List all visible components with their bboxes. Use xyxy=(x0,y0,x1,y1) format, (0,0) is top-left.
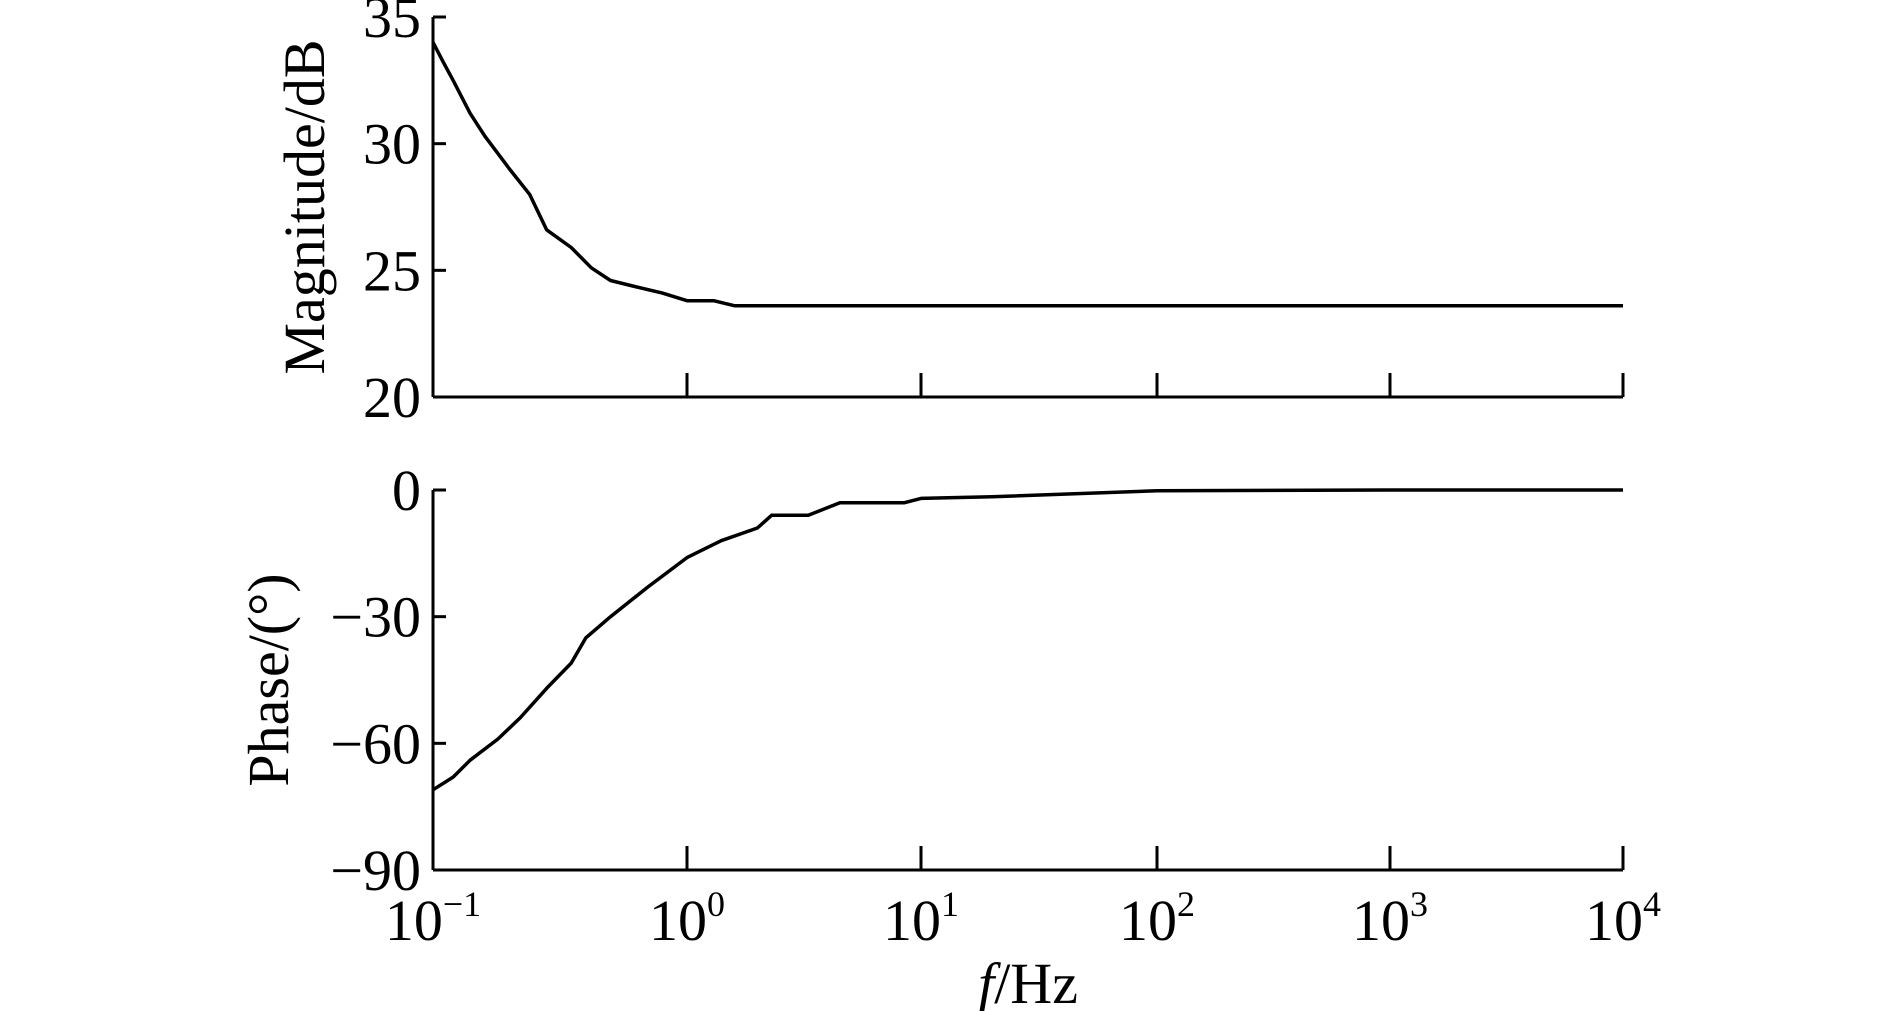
phase-x-tick-label: 104 xyxy=(1585,884,1661,953)
magnitude-y-ticks: 20 25 30 35 xyxy=(363,0,446,430)
mag-y-tick-label: 25 xyxy=(363,238,421,303)
mag-y-tick-label: 20 xyxy=(363,365,421,430)
phase-x-tick-label: 100 xyxy=(649,884,725,953)
phase-y-tick-label: −90 xyxy=(330,838,421,903)
phase-series-line xyxy=(432,488,1623,792)
mag-y-tick-label: 30 xyxy=(363,112,421,177)
magnitude-y-axis-label: Magnitude/dB xyxy=(272,39,337,374)
phase-y-axis-label: Phase/(°) xyxy=(236,573,301,786)
magnitude-panel: 20 25 30 35 Magnitude/dB xyxy=(272,0,1625,430)
phase-x-tick-label: 10−1 xyxy=(385,884,481,953)
mag-y-tick-label: 35 xyxy=(363,0,421,50)
phase-x-ticks: 10−1 100 101 102 103 104 xyxy=(385,846,1661,953)
phase-x-tick-label: 102 xyxy=(1119,884,1195,953)
phase-x-tick-label: 103 xyxy=(1352,884,1428,953)
magnitude-x-ticks xyxy=(431,373,1625,397)
magnitude-series-line xyxy=(431,41,1623,308)
phase-x-axis-label: f/Hz xyxy=(978,951,1078,1011)
phase-y-ticks: −90 −60 −30 0 xyxy=(330,458,446,903)
phase-y-tick-label: −30 xyxy=(330,585,421,650)
phase-x-tick-label: 101 xyxy=(883,884,959,953)
phase-panel: −90 −60 −30 0 10−1 100 101 102 103 104 Phase/(°)… xyxy=(236,458,1661,1011)
phase-y-tick-label: −60 xyxy=(330,711,421,776)
phase-y-tick-label: 0 xyxy=(392,458,421,523)
